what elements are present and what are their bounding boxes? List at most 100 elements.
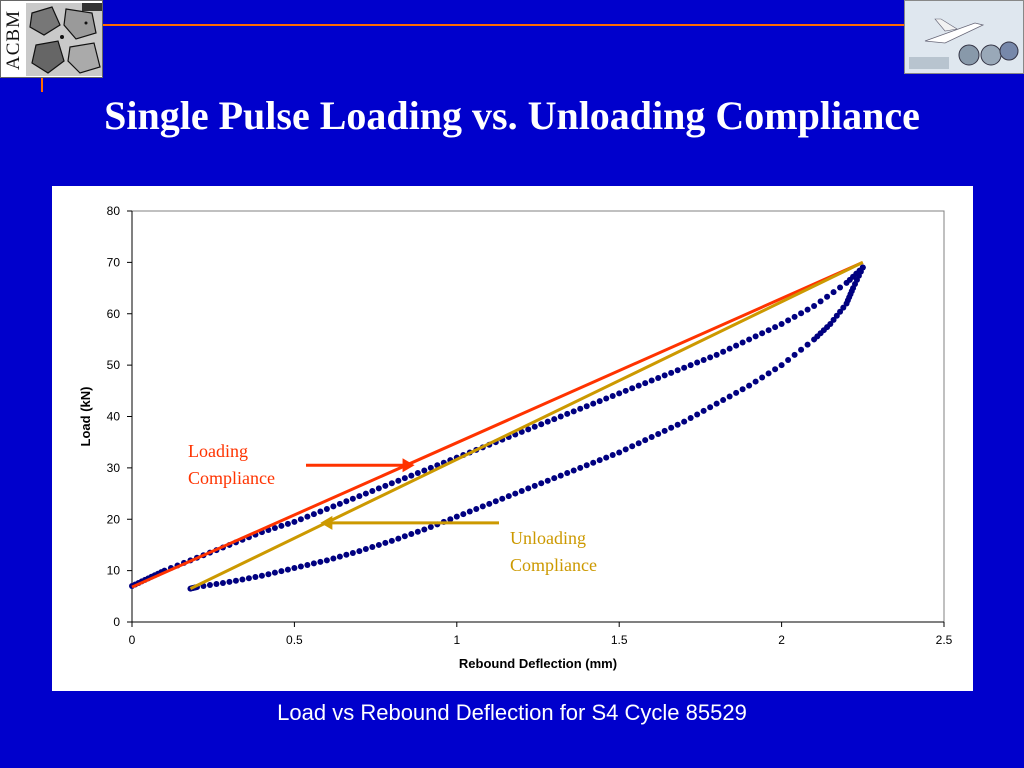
acbm-logo-text: ACBM [3,10,24,70]
data-point [635,382,642,389]
data-point [603,395,610,402]
data-point [466,508,473,515]
data-point [252,573,259,580]
data-point [746,382,753,389]
data-point [785,317,792,324]
chart-caption: Load vs Rebound Deflection for S4 Cycle … [277,700,747,725]
y-tick-label: 40 [107,410,121,424]
data-point [720,348,727,355]
data-point [577,405,584,412]
x-tick-label: 2.5 [936,633,953,647]
data-point [726,393,733,400]
data-point [609,452,616,459]
airport-research-logo-art [905,1,1023,73]
data-point [525,485,532,492]
data-point [310,560,317,567]
data-point [343,498,350,505]
data-point [564,410,571,417]
data-point [772,324,779,331]
data-point [408,472,415,479]
x-tick-label: 1 [453,633,460,647]
data-point [570,467,577,474]
data-point [596,457,603,464]
data-point [375,485,382,492]
unloading-compliance-line [189,261,864,590]
data-point [700,407,707,414]
data-point [798,310,805,317]
data-point [401,533,408,540]
data-point [765,327,772,334]
data-point [733,342,740,349]
data-point [603,454,610,461]
unloading-annotation-line1: Unloading [510,528,586,548]
slide-title: Single Pulse Loading vs. Unloading Compl… [104,93,920,138]
data-point [460,511,467,518]
data-point [707,404,714,411]
y-axis-title: Load (kN) [78,387,93,447]
data-point [570,408,577,415]
data-point [661,427,668,434]
data-point [557,413,564,420]
data-point [356,548,363,555]
data-point [408,531,415,538]
airport-research-logo [904,0,1024,74]
data-point [833,312,840,319]
data-point [291,518,298,525]
data-point [622,446,629,453]
data-point [635,440,642,447]
data-point [531,423,538,430]
data-point [284,520,291,527]
data-point [824,293,831,300]
data-point [304,561,311,568]
data-point [642,437,649,444]
data-point [720,397,727,404]
load-deflection-chart: 0 0.5 1 1.5 2 2.5 0 10 20 30 40 50 60 70 80 Rebound Def… [78,204,953,671]
data-point [817,298,824,305]
data-point [655,374,662,381]
header-rule [103,24,904,26]
data-point [577,464,584,471]
data-point [551,475,558,482]
unloading-annotation-line2: Compliance [510,555,597,575]
data-point [642,380,649,387]
data-point [479,503,486,510]
data-point [330,555,337,562]
data-point [473,505,480,512]
data-point [681,418,688,425]
acbm-logo: ACBM [0,0,103,78]
data-point [629,443,636,450]
data-point [414,528,421,535]
data-point [655,430,662,437]
data-point [297,563,304,570]
data-point [414,470,421,477]
data-point [336,500,343,507]
data-point [648,434,655,441]
y-tick-label: 30 [107,461,121,475]
data-point [369,543,376,550]
loading-arrowhead [402,458,415,473]
data-point [840,304,847,311]
data-point [544,477,551,484]
data-point [323,557,330,564]
loading-annotation-line2: Compliance [188,468,275,488]
data-point [681,364,688,371]
data-point [336,553,343,560]
data-point [492,498,499,505]
data-point [700,356,707,363]
loading-compliance-line [131,261,864,589]
data-point [596,398,603,405]
x-tick-label: 2 [778,633,785,647]
data-point [219,579,226,586]
data-point [746,336,753,343]
data-point [629,385,636,392]
data-point [382,482,389,489]
data-point [453,513,460,520]
data-point [544,418,551,425]
data-point [304,513,311,520]
data-point [759,374,766,381]
data-point [232,577,239,584]
data-point [668,424,675,431]
data-point [772,366,779,373]
data-point [362,490,369,497]
data-point [356,493,363,500]
